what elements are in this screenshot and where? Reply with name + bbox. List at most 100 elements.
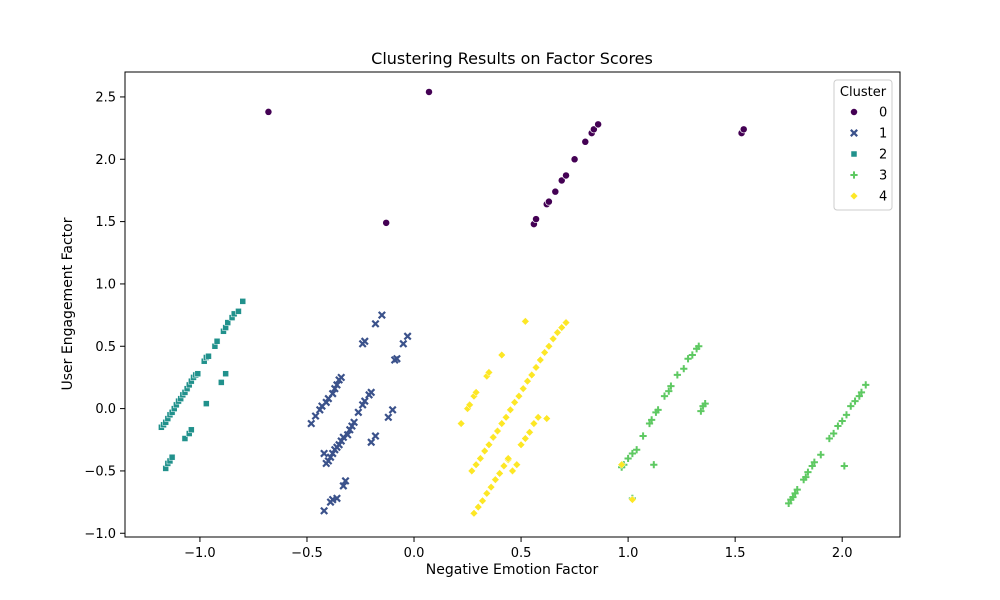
data-point xyxy=(557,323,566,332)
data-point xyxy=(324,456,333,465)
data-point xyxy=(862,381,870,389)
data-point xyxy=(684,355,692,363)
data-point xyxy=(474,502,483,512)
data-point xyxy=(205,352,212,360)
data-point xyxy=(639,432,647,440)
legend-marker xyxy=(850,108,858,116)
data-point xyxy=(480,446,489,456)
data-point xyxy=(495,469,504,478)
series-2 xyxy=(158,298,246,472)
data-point xyxy=(478,496,487,506)
data-point xyxy=(311,412,320,421)
data-point xyxy=(830,429,838,438)
data-point xyxy=(371,432,380,440)
data-point xyxy=(516,440,526,449)
data-point xyxy=(840,462,848,470)
data-point xyxy=(510,398,519,407)
data-point xyxy=(168,453,176,461)
x-tick-label: −1.0 xyxy=(184,546,216,561)
series-1 xyxy=(307,311,412,515)
data-point xyxy=(523,377,532,386)
data-point xyxy=(688,351,696,359)
legend-marker xyxy=(850,150,858,158)
data-point xyxy=(489,433,498,442)
data-point xyxy=(203,400,210,407)
y-tick-label: 0.0 xyxy=(95,402,116,417)
data-point xyxy=(842,411,851,419)
data-point xyxy=(536,355,545,365)
data-point xyxy=(307,419,316,428)
data-point xyxy=(654,406,662,414)
y-tick-label: 1.0 xyxy=(95,277,116,292)
data-point xyxy=(519,384,528,393)
data-point xyxy=(339,433,348,442)
data-point xyxy=(594,120,603,129)
data-point xyxy=(403,332,412,341)
data-point xyxy=(358,400,367,409)
data-point xyxy=(532,215,540,224)
data-point xyxy=(315,405,324,414)
data-point xyxy=(808,462,816,470)
x-axis: −1.0 −0.5 0.0 0.5 1.0 1.5 2.0 xyxy=(184,537,853,561)
y-tick-label: 1.5 xyxy=(95,215,116,230)
data-point xyxy=(326,453,335,462)
data-point xyxy=(570,155,579,164)
data-point xyxy=(360,397,369,406)
legend-label: 2 xyxy=(879,148,887,163)
data-point xyxy=(521,434,530,443)
chart-title: Clustering Results on Factor Scores xyxy=(371,49,653,68)
y-axis: −1.0 −0.5 0.0 0.5 1.0 1.5 2.0 2.5 xyxy=(84,90,125,542)
data-point xyxy=(239,298,246,305)
data-point xyxy=(337,373,346,382)
data-point xyxy=(384,413,393,422)
data-point xyxy=(345,425,354,434)
data-point xyxy=(624,454,632,463)
data-point xyxy=(581,137,590,146)
data-point xyxy=(825,434,833,443)
data-point xyxy=(701,400,709,408)
data-point xyxy=(855,392,863,400)
data-point xyxy=(540,348,549,357)
data-point xyxy=(527,370,536,380)
data-point xyxy=(332,494,341,503)
data-point xyxy=(493,426,502,436)
data-point xyxy=(695,342,703,350)
data-point xyxy=(804,468,812,476)
data-point xyxy=(802,473,810,481)
data-point xyxy=(673,371,681,379)
data-point xyxy=(337,437,346,445)
data-point xyxy=(341,476,350,485)
data-point xyxy=(551,187,560,196)
data-point xyxy=(851,397,859,405)
y-tick-label: −1.0 xyxy=(84,527,116,542)
data-point xyxy=(544,342,554,351)
data-point xyxy=(188,426,195,434)
data-point xyxy=(335,440,344,449)
data-point xyxy=(322,398,331,407)
data-point xyxy=(425,87,433,96)
data-point xyxy=(347,422,356,431)
data-point xyxy=(534,413,543,422)
data-point xyxy=(339,481,348,490)
data-point xyxy=(467,466,476,476)
legend-label: 0 xyxy=(879,106,887,121)
data-point xyxy=(660,392,669,400)
data-point xyxy=(834,422,842,430)
data-point xyxy=(469,509,479,518)
x-axis-title: Negative Emotion Factor xyxy=(426,562,599,578)
legend-marker xyxy=(850,129,858,137)
data-point xyxy=(320,449,329,458)
legend-marker xyxy=(849,191,859,201)
data-point xyxy=(633,446,641,454)
data-point xyxy=(264,107,273,116)
x-tick-label: 1.0 xyxy=(618,546,639,561)
data-point xyxy=(529,419,539,428)
data-point xyxy=(589,125,598,134)
data-point xyxy=(557,176,566,185)
data-point xyxy=(810,458,818,466)
legend-marker xyxy=(850,171,858,179)
data-point xyxy=(525,428,534,437)
x-tick-label: 1.5 xyxy=(725,546,746,561)
data-point xyxy=(354,408,363,417)
data-point xyxy=(789,493,797,501)
